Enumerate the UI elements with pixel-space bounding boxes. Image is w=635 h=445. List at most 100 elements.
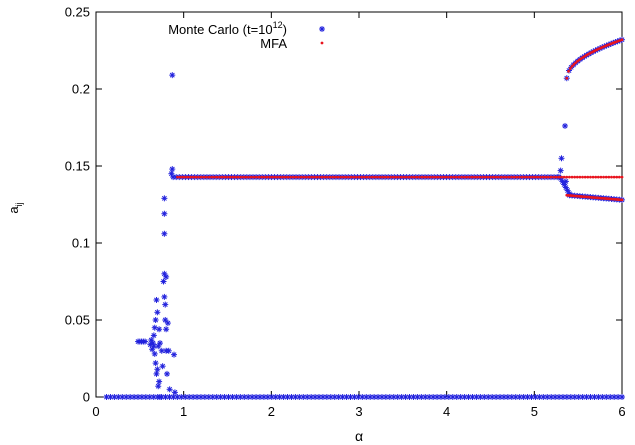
point-s0-350 [164, 320, 171, 327]
point-s1-63 [341, 175, 345, 179]
point-s1-104 [449, 175, 453, 179]
point-s0-325 [152, 360, 159, 367]
point-s0-320 [150, 332, 157, 339]
point-s0-92 [465, 394, 472, 400]
point-s1-8 [197, 175, 200, 179]
point-s1-117 [483, 175, 487, 179]
point-s1-12 [207, 175, 211, 179]
point-s1-25 [241, 175, 245, 179]
series-1 [176, 38, 624, 202]
point-s0-101 [500, 394, 507, 400]
point-s0-346 [163, 273, 170, 280]
point-s1-105 [452, 175, 456, 179]
point-s0-351 [165, 347, 172, 354]
point-s1-150 [570, 175, 574, 179]
point-s1-59 [331, 175, 335, 179]
y-tick-label-4: 0.2 [72, 82, 90, 97]
point-s0-338 [160, 278, 167, 285]
point-s1-138 [539, 175, 542, 179]
point-s1-79 [383, 175, 387, 179]
point-s1-88 [407, 175, 411, 179]
point-s0-331 [155, 383, 162, 390]
point-s1-10 [202, 175, 206, 179]
point-s1-155 [583, 175, 587, 179]
point-s0-49 [296, 394, 303, 400]
point-s1-129 [515, 175, 519, 179]
point-s0-5 [123, 394, 130, 400]
point-s1-161 [599, 175, 603, 179]
point-s0-39 [256, 394, 263, 400]
point-s1-84 [397, 175, 400, 179]
point-s1-62 [339, 175, 342, 179]
point-s1-80 [386, 175, 390, 179]
point-s1-133 [525, 175, 529, 179]
point-s0-323 [151, 324, 158, 331]
point-s0-357 [171, 389, 178, 396]
point-s1-94 [423, 175, 427, 179]
point-s1-141 [546, 175, 550, 179]
point-s1-149 [568, 175, 571, 179]
point-s1-115 [478, 175, 482, 179]
point-s1-3 [184, 175, 187, 179]
point-s1-152 [575, 175, 579, 179]
point-s1-51 [310, 175, 314, 179]
point-s1-98 [433, 175, 437, 179]
x-tick-label-6: 6 [618, 404, 625, 419]
point-s1-139 [541, 175, 545, 179]
point-s1-73 [368, 175, 371, 179]
point-s1-87 [404, 175, 408, 179]
point-s1-103 [447, 175, 450, 179]
point-s0-103 [508, 394, 515, 400]
point-s1-146 [560, 175, 563, 179]
point-s0-329 [154, 366, 161, 373]
point-s1-17 [220, 175, 224, 179]
point-s1-113 [473, 175, 477, 179]
point-s1-93 [420, 175, 424, 179]
point-s1-47 [299, 175, 303, 179]
point-s0-21 [186, 394, 193, 400]
point-s1-31 [257, 175, 261, 179]
point-s1-118 [486, 175, 490, 179]
point-s1-91 [415, 175, 419, 179]
point-s0-341 [161, 230, 168, 237]
data-layer [103, 36, 625, 400]
point-s1-96 [428, 175, 432, 179]
y-axis: 0 0.05 0.1 0.15 0.2 0.25 [65, 5, 622, 405]
y-tick-label-5: 0.25 [65, 5, 90, 20]
legend-label-mfa: MFA [260, 36, 287, 51]
point-s1-147 [562, 175, 566, 179]
point-s1-140 [544, 175, 548, 179]
point-s1-102 [444, 175, 448, 179]
point-s1-58 [328, 175, 332, 179]
point-s0-30 [221, 394, 228, 400]
point-s1-145 [557, 175, 561, 179]
point-s1-82 [391, 175, 395, 179]
y-tick-label-3: 0.15 [65, 159, 90, 174]
point-s1-81 [389, 175, 392, 179]
point-s0-131 [619, 394, 625, 400]
point-s1-233 [620, 198, 624, 202]
point-s1-40 [281, 175, 285, 179]
point-s1-11 [205, 175, 208, 179]
point-s1-77 [378, 175, 382, 179]
point-s1-75 [373, 175, 377, 179]
point-s1-5 [189, 175, 193, 179]
y-tick-label-0: 0 [83, 390, 90, 405]
point-s1-54 [318, 175, 321, 179]
point-s1-27 [247, 175, 250, 179]
point-s1-162 [602, 175, 605, 179]
point-s1-121 [494, 175, 498, 179]
point-s0-347 [163, 326, 170, 333]
point-s0-100 [497, 394, 504, 400]
point-s0-344 [162, 301, 169, 308]
point-s1-53 [315, 175, 319, 179]
point-s1-114 [475, 175, 479, 179]
point-s0-339 [161, 195, 168, 202]
point-s1-26 [244, 175, 248, 179]
point-s1-19 [226, 175, 229, 179]
point-s0-18 [174, 394, 181, 400]
point-s0-332 [156, 326, 163, 333]
point-s1-4 [186, 175, 190, 179]
point-s1-74 [370, 175, 374, 179]
legend-asterisk [319, 26, 325, 32]
